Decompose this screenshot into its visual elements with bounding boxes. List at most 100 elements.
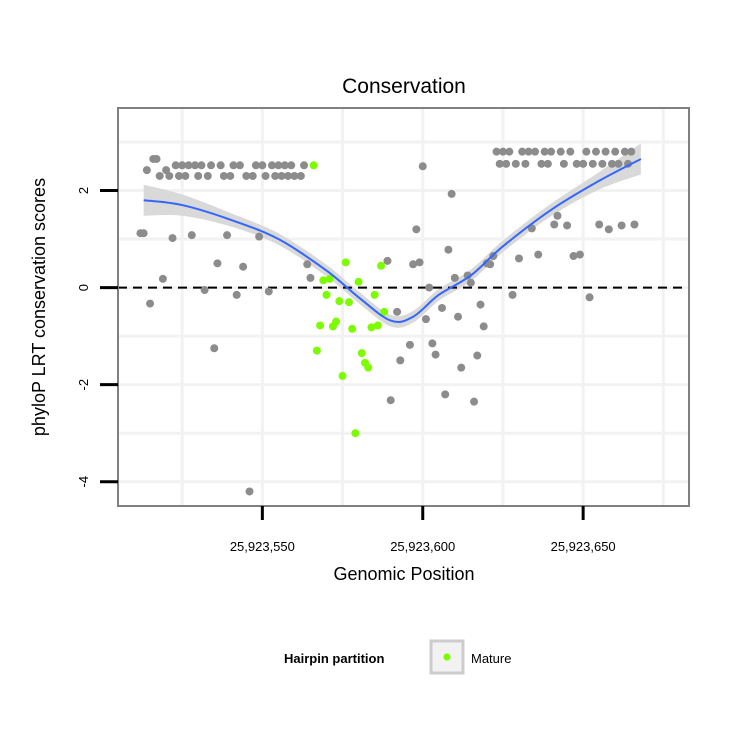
other-point	[543, 159, 552, 168]
other-point	[428, 339, 437, 348]
other-point	[174, 171, 183, 180]
other-point	[511, 159, 520, 168]
legend: Hairpin partition Mature	[284, 639, 511, 675]
other-point	[547, 147, 556, 156]
other-point	[194, 171, 203, 180]
other-point	[229, 161, 238, 170]
other-point	[207, 161, 216, 170]
other-point	[588, 159, 597, 168]
other-point	[232, 290, 241, 299]
other-point	[473, 351, 482, 360]
other-point	[630, 220, 639, 229]
other-point	[479, 322, 488, 331]
mature-point	[373, 321, 382, 330]
panel-background	[118, 108, 689, 506]
y-tick-label: -2	[76, 379, 91, 391]
other-point	[476, 300, 485, 309]
other-point	[171, 161, 180, 170]
other-point	[284, 171, 293, 180]
other-point	[296, 171, 305, 180]
other-point	[425, 283, 434, 292]
mature-point	[348, 324, 357, 333]
other-point	[454, 312, 463, 321]
other-point	[620, 147, 629, 156]
other-point	[486, 260, 495, 269]
mature-point	[325, 274, 334, 283]
other-point	[216, 161, 225, 170]
other-point	[421, 315, 430, 324]
other-point	[290, 171, 299, 180]
other-point	[591, 147, 600, 156]
mature-point	[309, 161, 318, 170]
other-point	[396, 356, 405, 365]
mature-point	[370, 290, 379, 299]
other-point	[611, 147, 620, 156]
panel-border	[117, 107, 690, 507]
other-point	[277, 171, 286, 180]
other-point	[441, 390, 450, 399]
y-tick-label: 0	[76, 284, 91, 291]
other-point	[559, 159, 568, 168]
other-point	[383, 256, 392, 265]
other-point	[200, 286, 209, 295]
other-point	[415, 258, 424, 267]
other-point	[152, 154, 161, 163]
other-point	[495, 159, 504, 168]
y-axis-title: phyloP LRT conservation scores	[29, 178, 49, 436]
chart-title: Conservation	[342, 75, 466, 98]
other-point	[601, 147, 610, 156]
other-point	[165, 171, 174, 180]
other-point	[146, 299, 155, 308]
mature-point	[312, 346, 321, 355]
other-point	[608, 159, 617, 168]
other-point	[184, 161, 193, 170]
y-axis-ticks: -4 -2 0 2	[76, 187, 118, 488]
other-point	[534, 250, 543, 259]
other-point	[245, 487, 254, 496]
other-point	[251, 161, 260, 170]
other-point	[306, 273, 315, 282]
other-point	[405, 340, 414, 349]
other-point	[271, 171, 280, 180]
other-point	[598, 159, 607, 168]
other-point	[466, 278, 475, 287]
mature-point	[354, 277, 363, 286]
other-point	[556, 147, 565, 156]
other-point	[255, 232, 264, 241]
other-point	[627, 147, 636, 156]
other-point	[604, 225, 613, 234]
mature-point	[367, 323, 376, 332]
grid-lines	[118, 108, 689, 506]
y-tick-label: -4	[76, 476, 91, 488]
other-point	[300, 161, 309, 170]
other-point	[264, 287, 273, 296]
other-point	[502, 159, 511, 168]
other-point	[239, 262, 248, 271]
other-point	[540, 147, 549, 156]
x-axis-ticks: 25,923,550 25,923,600 25,923,650	[230, 506, 616, 554]
other-point	[155, 171, 164, 180]
other-point	[498, 147, 507, 156]
other-point	[492, 147, 501, 156]
other-point	[258, 161, 267, 170]
other-point	[158, 274, 167, 283]
other-point	[393, 307, 402, 316]
other-point	[437, 303, 446, 312]
other-point	[213, 259, 222, 268]
x-tick-label: 25,923,550	[230, 539, 295, 554]
other-point	[210, 344, 219, 353]
other-point	[521, 159, 530, 168]
mature-point	[322, 290, 331, 299]
legend-label-mature: Mature	[471, 651, 511, 666]
mature-point	[316, 321, 325, 330]
other-point	[563, 221, 572, 230]
other-point	[162, 166, 171, 175]
mature-point	[338, 371, 347, 380]
other-point	[505, 147, 514, 156]
smooth-line	[143, 158, 642, 323]
other-point	[181, 171, 190, 180]
other-point	[178, 161, 187, 170]
other-point	[595, 220, 604, 229]
other-point	[569, 252, 578, 261]
